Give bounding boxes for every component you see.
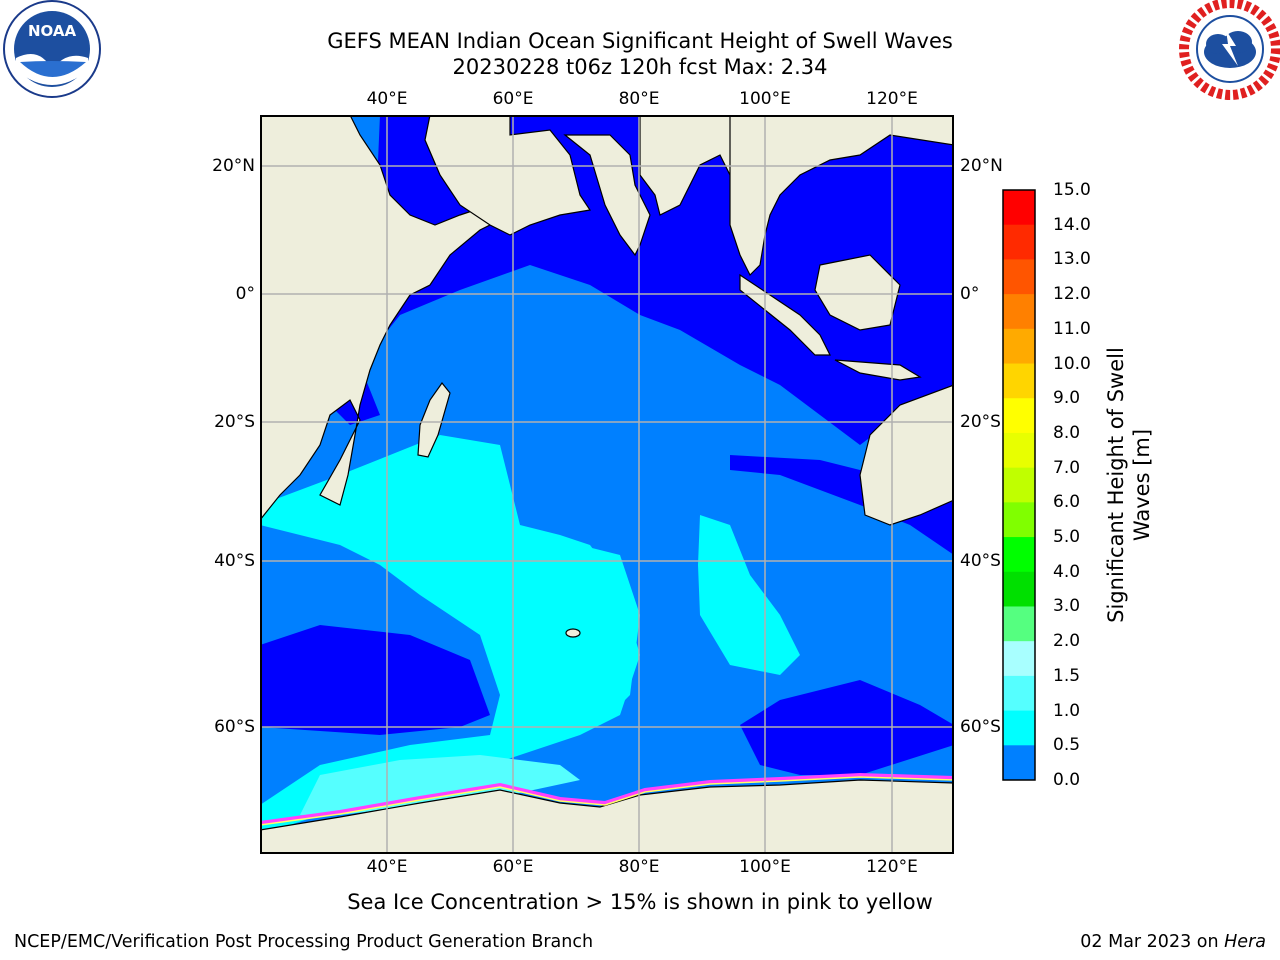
- colorbar-tick: 0.5: [1053, 735, 1081, 756]
- lat-tick-right: 0°: [960, 284, 980, 304]
- swell-low-south-west: [260, 625, 490, 735]
- colorbar-tick: 9.0: [1053, 388, 1081, 409]
- swell-high-southwest: [260, 435, 640, 835]
- colorbar-segment: [1003, 190, 1035, 226]
- colorbar-tick: 15.0: [1053, 180, 1091, 200]
- land-madagascar: [417, 382, 451, 458]
- lat-tick-left: 0°: [235, 284, 255, 304]
- colorbar-segment: [1003, 432, 1035, 469]
- lat-tick-right: 20°N: [960, 156, 1003, 176]
- colorbar-segment: [1003, 606, 1035, 642]
- sea-ice-caption: Sea Ice Concentration > 15% is shown in …: [347, 890, 933, 914]
- swell-high-south-center: [520, 545, 640, 735]
- lon-tick-bottom: 100°E: [739, 857, 791, 877]
- land-java: [834, 359, 922, 381]
- colorbar-tick: 11.0: [1053, 318, 1091, 339]
- colorbar-tick: 1.5: [1053, 665, 1081, 686]
- colorbar-border: [1002, 189, 1036, 781]
- lat-tick-right: 40°S: [960, 551, 1001, 571]
- lat-tick-left: 40°S: [214, 551, 255, 571]
- colorbar-segment: [1003, 328, 1035, 365]
- graticule: [260, 115, 954, 854]
- map-subtitle: 20230228 t06z 120h fcst Max: 2.34: [452, 55, 828, 79]
- colorbar-tick: 8.0: [1053, 422, 1081, 443]
- colorbar: [1002, 189, 1036, 781]
- land-southeast-asia: [729, 115, 954, 277]
- land-antarctica: [260, 779, 954, 854]
- colorbar-tick: 12.0: [1053, 284, 1091, 305]
- colorbar-segment: [1003, 745, 1035, 781]
- colorbar-segment: [1003, 224, 1035, 260]
- lon-tick-bottom: 120°E: [866, 857, 918, 877]
- colorbar-segment: [1003, 571, 1035, 607]
- colorbar-segment: [1003, 294, 1035, 330]
- noaa-logo-text: NOAA: [28, 22, 77, 40]
- footer-credit: NCEP/EMC/Verification Post Processing Pr…: [14, 932, 594, 952]
- colorbar-tick: 13.0: [1053, 249, 1091, 270]
- footer-date-text: 02 Mar 2023 on: [1080, 932, 1225, 952]
- lon-tick-top: 60°E: [492, 89, 534, 109]
- land-arabia: [424, 115, 592, 236]
- land-sumatra: [739, 273, 831, 356]
- colorbar-tick: 2.0: [1053, 631, 1081, 652]
- land-kerguelen: [565, 628, 581, 638]
- colorbar-segment: [1003, 537, 1035, 573]
- colorbar-label: Significant Height of Swell Waves [m]: [1104, 347, 1154, 623]
- swell-high-east: [698, 515, 800, 675]
- colorbar-tick: 10.0: [1053, 353, 1091, 374]
- colorbar-segment: [1003, 259, 1035, 295]
- colorbar-tick: 7.0: [1053, 457, 1081, 478]
- lat-tick-right: 20°S: [960, 412, 1001, 432]
- colorbar-tick: 0.0: [1053, 770, 1081, 790]
- lat-tick-left: 20°S: [214, 412, 255, 432]
- colorbar-segment: [1003, 675, 1035, 712]
- colorbar-tick: 6.0: [1053, 492, 1081, 513]
- lon-tick-top: 120°E: [866, 89, 918, 109]
- footer-host: Hera: [1224, 932, 1266, 952]
- colorbar-segment: [1003, 363, 1035, 399]
- swell-higher-band: [300, 755, 580, 815]
- lat-tick-right: 60°S: [960, 717, 1001, 737]
- map-title: GEFS MEAN Indian Ocean Significant Heigh…: [327, 29, 953, 53]
- lon-tick-top: 80°E: [618, 89, 660, 109]
- colorbar-tick: 1.0: [1053, 700, 1081, 721]
- lon-tick-bottom: 80°E: [618, 857, 660, 877]
- noaa-logo-icon: NOAA: [3, 0, 101, 98]
- colorbar-segment: [1003, 641, 1035, 677]
- colorbar-tick: 3.0: [1053, 596, 1081, 617]
- colorbar-segment: [1003, 398, 1035, 434]
- lon-tick-top: 100°E: [739, 89, 791, 109]
- footer-date: 02 Mar 2023 on Hera: [1080, 932, 1266, 952]
- lon-tick-top: 40°E: [366, 89, 408, 109]
- lat-tick-left: 60°S: [214, 717, 255, 737]
- nws-logo-icon: [1179, 0, 1280, 100]
- colorbar-tick: 4.0: [1053, 561, 1081, 582]
- map-border: [260, 115, 954, 854]
- sea-ice-edge-yellow: [260, 776, 954, 826]
- lon-tick-bottom: 40°E: [366, 857, 408, 877]
- lon-tick-bottom: 60°E: [492, 857, 534, 877]
- sea-ice-edge: [260, 772, 954, 825]
- colorbar-tick: 14.0: [1053, 214, 1091, 235]
- colorbar-segment: [1003, 502, 1035, 538]
- lat-tick-left: 20°N: [212, 156, 255, 176]
- colorbar-tick: 5.0: [1053, 527, 1081, 548]
- land-australia: [859, 384, 954, 526]
- colorbar-segment: [1003, 710, 1035, 746]
- colorbar-segment: [1003, 467, 1035, 503]
- map-panel: [260, 115, 954, 854]
